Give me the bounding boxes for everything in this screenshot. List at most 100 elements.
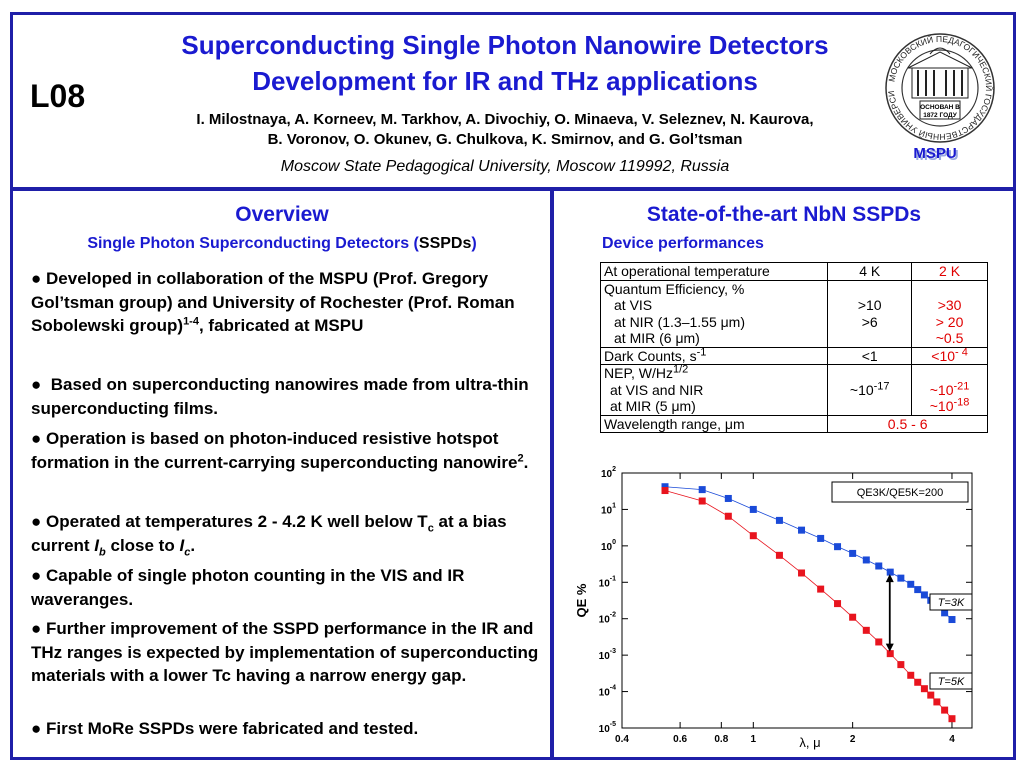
bullet-single-photon: ● Capable of single photon counting in t… [31, 566, 465, 609]
series-label-t5: T=5K [938, 676, 965, 688]
data-point [897, 574, 905, 582]
table-cell: >10 >6 [827, 279, 913, 348]
series-label-t3: T=3K [938, 597, 965, 609]
x-tick-label: 0.6 [673, 734, 687, 745]
data-point [886, 568, 894, 576]
data-point [914, 586, 922, 594]
data-point [698, 497, 706, 505]
table-cell: Dark Counts, s-1 [599, 346, 829, 365]
table-cell: At operational temperature [599, 262, 829, 281]
data-point [834, 543, 842, 551]
y-tick-label: 10-5 [599, 721, 616, 735]
authors-line-1: I. Milostnaya, A. Korneev, M. Tarkhov, A… [196, 111, 814, 128]
label-box-t3 [929, 593, 973, 611]
data-point [927, 691, 935, 699]
annotation-box [831, 481, 969, 503]
table-cell: Quantum Efficiency, % at VIS at NIR (1.3… [599, 279, 829, 348]
table-cell: 2 K [911, 262, 988, 281]
x-tick-label: 4 [949, 734, 955, 745]
performance-table: At operational temperature 4 K 2 K Quant… [599, 262, 988, 433]
data-point [875, 638, 883, 646]
bullet-more-sspd: ● First MoRe SSPDs were fabricated and t… [31, 719, 419, 738]
bullet-nanowires: ● Based on superconducting nanowires mad… [31, 375, 529, 418]
logo-label-shadow: MSPU [915, 147, 958, 164]
data-point [948, 616, 956, 624]
data-point [661, 483, 669, 491]
data-point [724, 512, 732, 520]
authors-line-2: B. Voronov, O. Okunev, G. Chulkova, K. S… [267, 131, 743, 148]
data-point [724, 494, 732, 502]
arrow-head-up [885, 574, 894, 583]
y-tick-label: 10-1 [599, 575, 616, 589]
table-row: Quantum Efficiency, % at VIS at NIR (1.3… [599, 279, 988, 348]
data-point [907, 580, 915, 588]
data-point [817, 585, 825, 593]
data-point [798, 526, 806, 534]
data-point [907, 671, 915, 679]
data-point [698, 486, 706, 494]
table-cell: 4 K [827, 262, 913, 281]
data-point [775, 516, 783, 524]
data-point [849, 613, 857, 621]
logo-founded-1: ОСНОВАН В [920, 104, 960, 111]
bullet-improvement: ● Further improvement of the SSPD perfor… [31, 619, 539, 685]
label-box-t5 [929, 672, 973, 690]
table-row: Wavelength range, μm 0.5 - 6 [599, 414, 988, 433]
x-axis-label: λ, μ [799, 735, 820, 750]
table-row: NEP, W/Hz1/2 at VIS and NIR at MIR (5 μm… [599, 364, 988, 416]
data-point [775, 551, 783, 559]
table-cell: 0.5 - 6 [827, 414, 988, 433]
table-cell: >30 > 20 ~0.5 [911, 279, 988, 348]
table-cell: <10- 4 [911, 346, 988, 365]
logo-label: MSPU [913, 145, 956, 162]
y-tick-label: 10-4 [599, 685, 616, 699]
arrow-head-down [885, 643, 894, 652]
data-point [941, 609, 949, 617]
table-row: Dark Counts, s-1 <1 <10- 4 [599, 346, 988, 365]
data-point [933, 698, 941, 706]
state-subtitle: Device performances [602, 235, 764, 252]
bullet-temperatures: ● Operated at temperatures 2 - 4.2 K wel… [31, 512, 507, 558]
overview-subtitle: Single Photon Superconducting Detectors … [87, 235, 477, 252]
data-point [817, 534, 825, 542]
table-cell: Wavelength range, μm [599, 414, 829, 433]
y-tick-label: 102 [601, 466, 616, 480]
bullet-collaboration: ● Developed in collaboration of the MSPU… [31, 269, 515, 335]
qe-chart-svg: 102 101 100 10-1 10-2 10-3 10-4 10-50.4 0.6 0.8 1 2… [574, 466, 973, 750]
data-point [749, 532, 757, 540]
state-of-art-panel [551, 188, 1016, 760]
table-cell: ~10-21 ~10-18 [911, 364, 988, 416]
data-point [875, 562, 883, 570]
data-point [661, 487, 669, 495]
data-point [862, 626, 870, 634]
data-point [749, 505, 757, 513]
x-tick-label: 0.8 [714, 734, 728, 745]
data-point [886, 650, 894, 658]
data-point [920, 591, 928, 599]
y-tick-label: 101 [601, 502, 616, 516]
data-point [862, 556, 870, 564]
overview-title: Overview [235, 203, 329, 226]
y-tick-label: 10-2 [599, 612, 616, 626]
x-tick-label: 1 [751, 734, 757, 745]
y-tick-label: 100 [601, 539, 616, 553]
annotation-text: QE3K/QE5K=200 [857, 487, 944, 499]
data-point [897, 661, 905, 669]
table-cell: NEP, W/Hz1/2 at VIS and NIR at MIR (5 μm… [599, 364, 829, 416]
data-point [849, 549, 857, 557]
poster-code: L08 [30, 78, 86, 114]
x-tick-label: 2 [850, 734, 856, 745]
plot-frame [621, 472, 973, 729]
title-line-2: Development for IR and THz applications [252, 66, 758, 96]
data-point [798, 569, 806, 577]
x-tick-label: 0.4 [615, 734, 629, 745]
y-tick-label: 10-3 [599, 648, 616, 662]
state-title: State-of-the-art NbN SSPDs [646, 203, 922, 226]
data-point [914, 678, 922, 686]
qe-chart: 102 101 100 10-1 10-2 10-3 10-4 10-5 0.4 0.6 0.8 1 2… [570, 465, 990, 760]
logo-founded-2: 1872 ГОДУ [923, 112, 958, 119]
y-axis-label: QE % [574, 583, 589, 617]
table-cell: ~10-17 [827, 364, 913, 416]
mspu-logo: МОСКОВСКИЙ ПЕДАГОГИЧЕСКИЙ ГОСУДАРСТВЕННЫ… [877, 10, 1000, 178]
table-cell: <1 [827, 346, 913, 365]
